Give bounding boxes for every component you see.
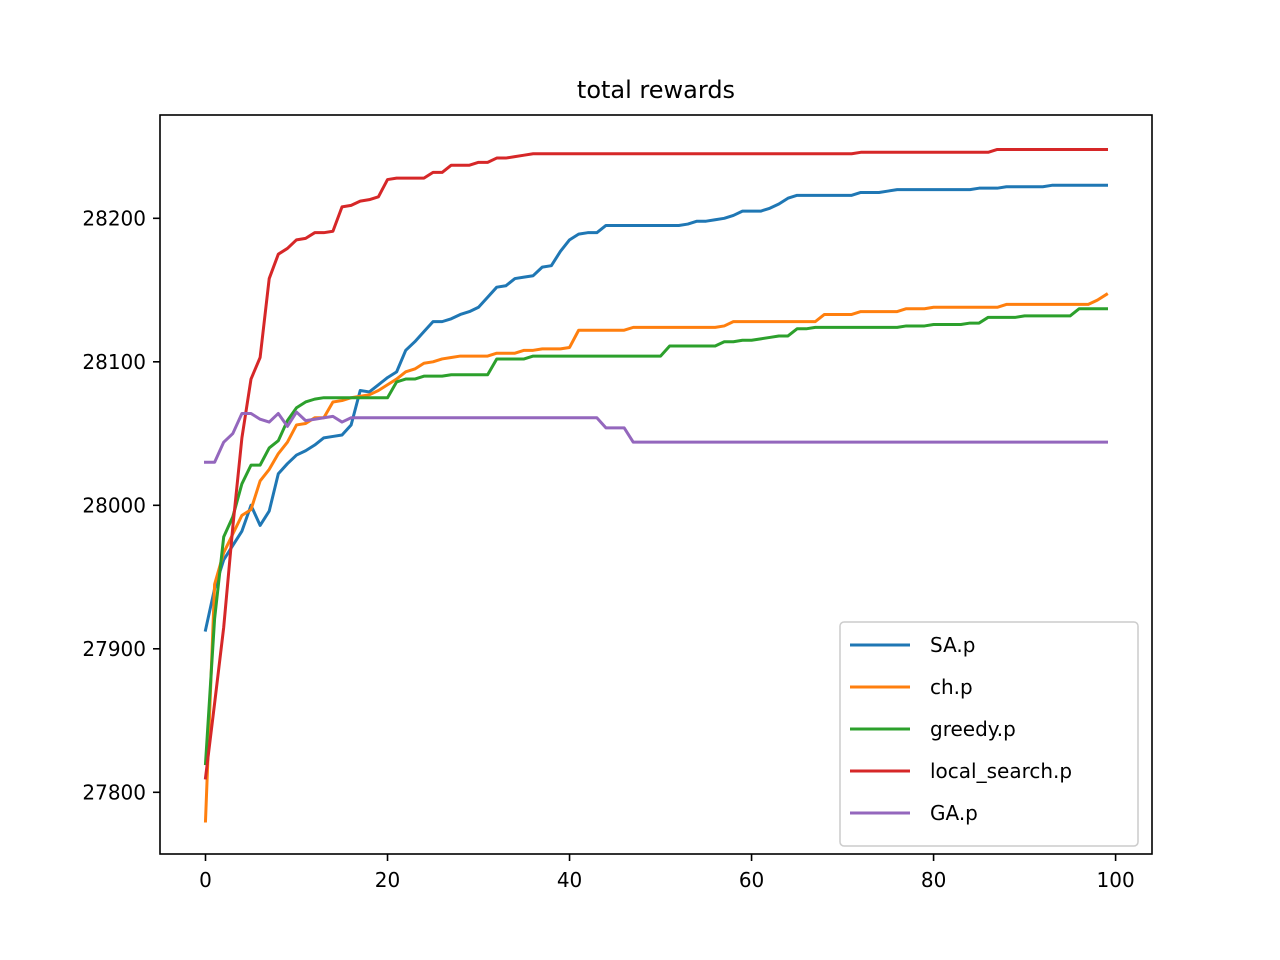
y-tick-label: 28000	[82, 493, 146, 517]
y-tick-label: 28200	[82, 206, 146, 230]
x-tick-label: 60	[739, 868, 764, 892]
legend-label-greedy-p: greedy.p	[930, 717, 1016, 741]
plot-area	[203, 147, 1109, 823]
series-line-ga-p	[204, 410, 1108, 464]
series-line-greedy-p	[203, 307, 1108, 766]
legend: SA.p ch.p greedy.p local_search.p GA.p	[839, 621, 1139, 847]
y-tick-label: 27900	[82, 637, 146, 661]
legend-label-ch-p: ch.p	[930, 675, 973, 699]
axes-frame	[159, 114, 1153, 855]
series-line-sa-p	[203, 183, 1108, 632]
legend-label-ga-p: GA.p	[930, 801, 978, 825]
legend-label-sa-p: SA.p	[930, 633, 975, 657]
legend-box	[839, 621, 1139, 847]
series-line-local-search-p	[203, 147, 1108, 780]
x-tick-label: 40	[557, 868, 582, 892]
chart-title: total rewards	[577, 76, 735, 104]
y-tick-label: 27800	[82, 780, 146, 804]
legend-label-local-search-p: local_search.p	[930, 759, 1072, 783]
x-tick-label: 0	[199, 868, 212, 892]
x-tick-label: 100	[1097, 868, 1135, 892]
x-tick-label: 20	[375, 868, 400, 892]
axes: 0 20 40 60 80 100 27800 27900 28000 28100 28200	[82, 114, 1153, 892]
x-tick-label: 80	[921, 868, 946, 892]
y-tick-label: 28100	[82, 350, 146, 374]
series-group	[203, 147, 1109, 823]
